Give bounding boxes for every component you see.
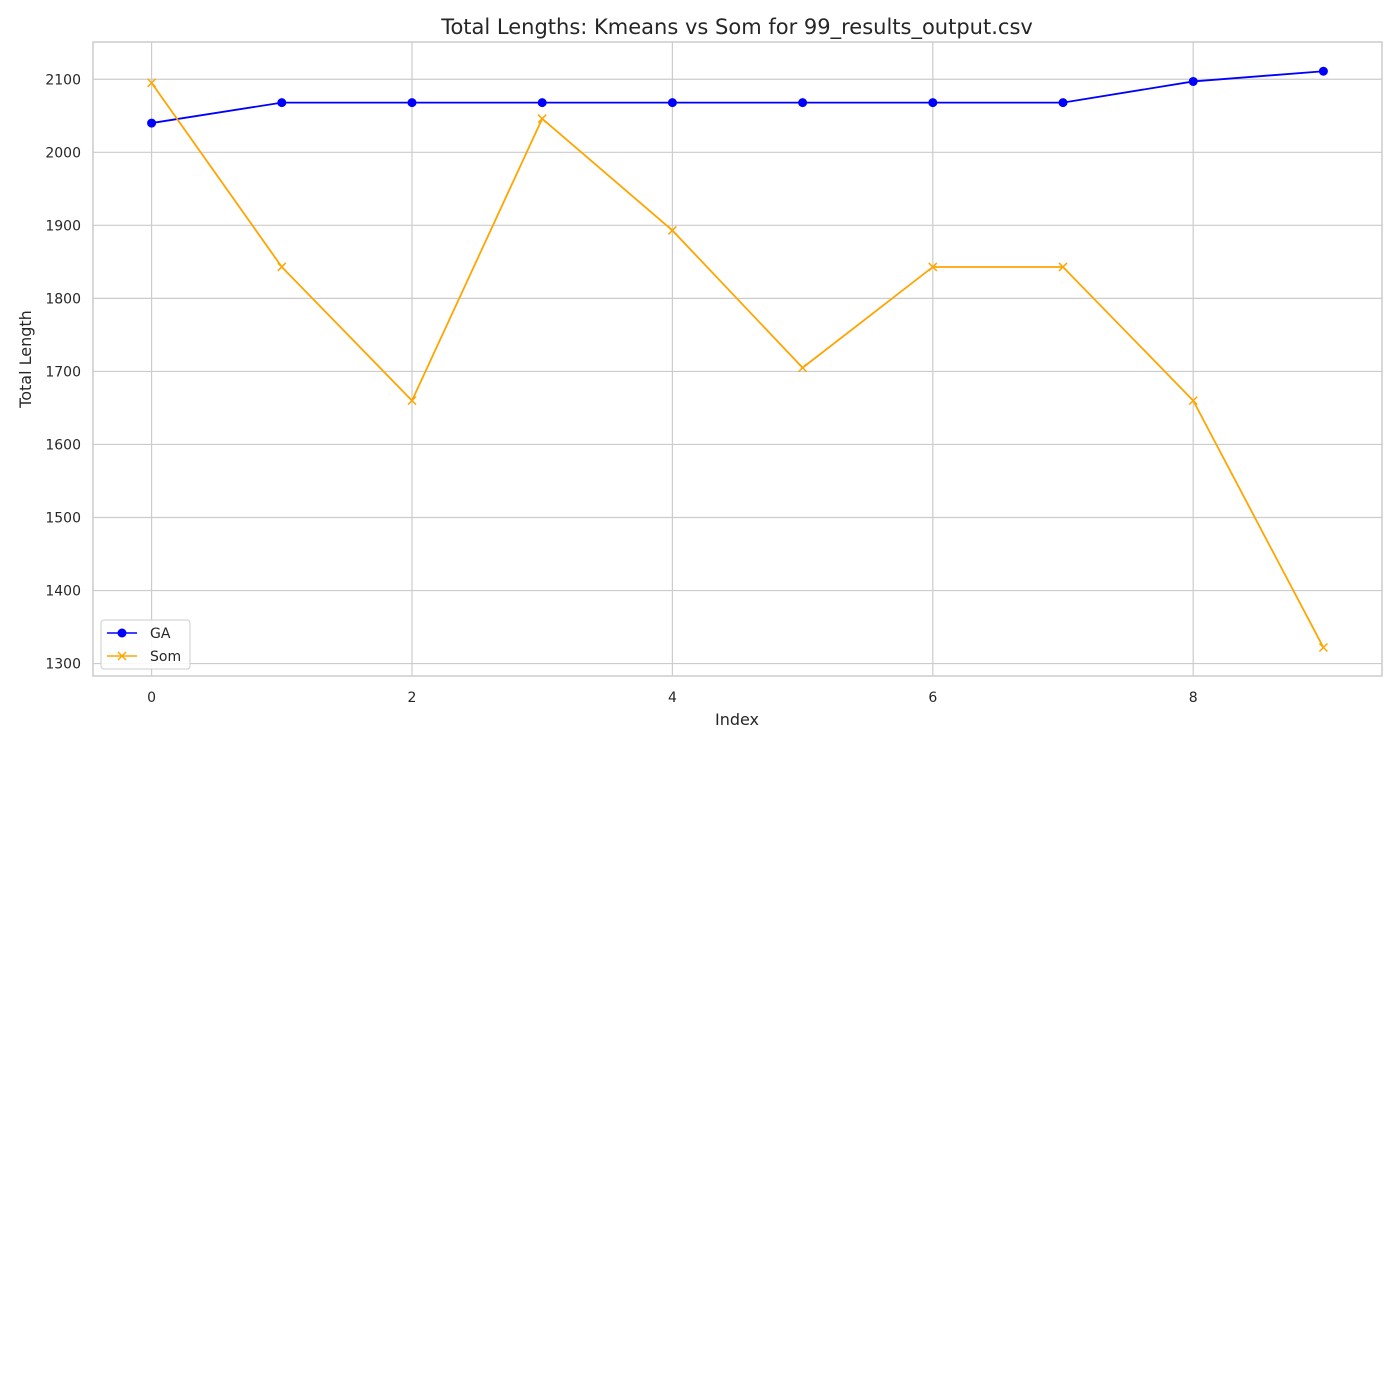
ga-series-line <box>151 70 1324 124</box>
y-axis-label: Total Length <box>16 310 35 409</box>
ga-point <box>407 98 417 108</box>
ga-point <box>1058 98 1068 108</box>
x-axis-label: Index <box>715 710 759 729</box>
legend-som-marker <box>117 651 127 661</box>
legend: GA Som <box>100 619 191 670</box>
som-series-line <box>150 82 1325 648</box>
y-tick-label: 1600 <box>45 437 81 453</box>
y-tick-label: 2000 <box>45 145 81 161</box>
x-tick-label: 8 <box>1189 690 1198 706</box>
ga-point <box>1188 76 1198 86</box>
ga-point <box>1318 66 1328 76</box>
y-tick-label: 1500 <box>45 511 81 527</box>
ga-point <box>667 98 677 108</box>
ga-point <box>147 118 157 128</box>
legend-ga-label: GA <box>150 626 171 642</box>
som-point <box>407 396 417 406</box>
ga-point <box>928 98 938 108</box>
y-tick-label: 1300 <box>45 657 81 673</box>
series-layer <box>147 66 1328 653</box>
x-tick-label: 6 <box>928 690 937 706</box>
ga-point <box>277 98 287 108</box>
som-point <box>1188 396 1198 406</box>
y-tick-label: 1900 <box>45 218 81 234</box>
som-point <box>928 262 938 272</box>
y-tick-label: 1800 <box>45 291 81 307</box>
chart-title: Total Lengths: Kmeans vs Som for 99_resu… <box>440 15 1033 40</box>
ga-point <box>537 98 547 108</box>
plot-area <box>92 41 1383 677</box>
legend-ga-marker <box>117 628 127 638</box>
som-point <box>537 114 547 124</box>
x-tick-label: 4 <box>668 690 677 706</box>
som-point <box>147 78 157 88</box>
x-tick-label: 2 <box>408 690 417 706</box>
som-point <box>277 262 287 272</box>
som-point <box>1058 262 1068 272</box>
legend-som-label: Som <box>150 649 181 665</box>
som-point <box>667 225 677 235</box>
tick-labels: 0 2 4 6 8 1300 1400 1500 1600 1700 1800 1900 2000 210… <box>45 72 1197 706</box>
som-point <box>1318 642 1328 653</box>
grid <box>93 42 1382 676</box>
y-tick-label: 1700 <box>45 364 81 380</box>
y-tick-label: 1400 <box>45 584 81 600</box>
x-tick-label: 0 <box>147 690 156 706</box>
y-tick-label: 2100 <box>45 72 81 88</box>
ga-point <box>798 98 808 108</box>
som-point <box>798 363 808 373</box>
